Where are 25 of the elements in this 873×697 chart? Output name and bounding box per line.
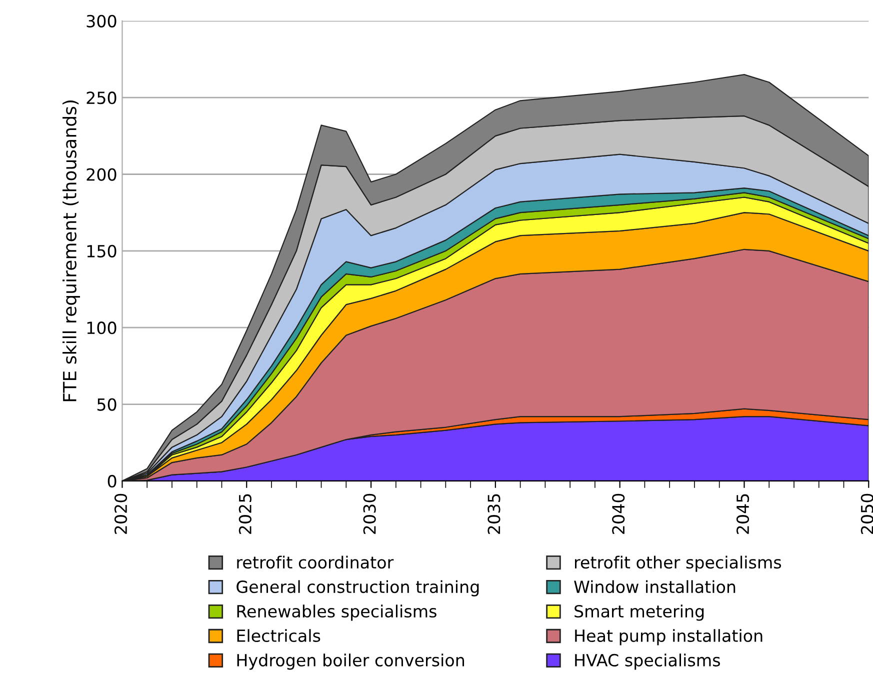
legend-label: Electricals [237,629,320,642]
legend-label: General construction training [236,580,479,596]
x-tick-label: 2040 [612,494,625,534]
x-tick-label: 2050 [860,494,873,534]
y-axis-title: FTE skill requirement (thousands) [62,100,80,402]
y-tick-label: 250 [86,92,116,104]
legend-label: Renewables specialisms [237,604,436,621]
y-tick-label: 0 [108,474,116,488]
x-tick-label: 2045 [736,494,750,534]
y-tick-label: 150 [87,244,116,258]
y-tick-label: 50 [97,398,116,411]
x-tick-label: 2020 [114,494,128,534]
y-tick-label: 200 [86,168,116,181]
x-tick-label: 2025 [238,494,252,534]
legend-label: Window installation [574,580,736,594]
legend-label: Hydrogen boiler conversion [237,654,464,670]
x-tick-label: 2035 [488,494,500,534]
legend-label: HVAC specialisms [575,654,720,670]
y-tick-label: 300 [86,14,116,28]
legend-label: Heat pump installation [575,629,762,646]
y-tick-label: 100 [87,322,116,334]
x-tick-label: 2030 [363,494,376,534]
legend-label: Smart metering [574,604,704,621]
legend-label: retrofit other specialisms [575,556,782,572]
legend-label: retrofit coordinator [237,556,394,569]
